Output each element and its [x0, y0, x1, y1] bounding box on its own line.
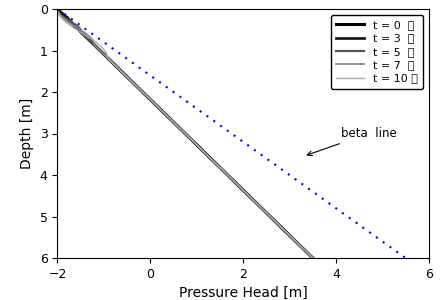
Text: beta  line: beta line [307, 127, 396, 156]
t = 3  일 [230, 178, 236, 182]
Line: t = 5  일: t = 5 일 [57, 9, 313, 258]
t = 10 일 [259, 206, 264, 209]
t = 7  일 [84, 33, 90, 36]
t = 3  일 [167, 117, 172, 121]
t = 7  일 [167, 117, 172, 121]
t = 3  일 [158, 108, 164, 112]
t = 5  일 [259, 206, 264, 209]
Legend: t = 0  일, t = 3  일, t = 5  일, t = 7  일, t = 10 일: t = 0 일, t = 3 일, t = 5 일, t = 7 일, t = … [331, 15, 423, 89]
t = 10 일 [230, 178, 236, 182]
t = 0  일 [310, 256, 316, 260]
t = 5  일 [55, 7, 60, 11]
Line: t = 7  일: t = 7 일 [57, 9, 313, 258]
t = 3  일 [254, 201, 259, 205]
t = 3  일 [55, 7, 60, 11]
t = 0  일 [230, 178, 236, 182]
t = 5  일 [158, 108, 164, 112]
Line: t = 3  일: t = 3 일 [57, 9, 313, 258]
t = 7  일 [55, 7, 60, 11]
t = 10 일 [254, 201, 259, 205]
t = 0  일 [259, 206, 264, 209]
t = 10 일 [81, 33, 87, 36]
t = 5  일 [254, 201, 259, 205]
t = 10 일 [167, 117, 172, 121]
t = 10 일 [55, 7, 60, 11]
t = 0  일 [158, 108, 164, 112]
Line: t = 0  일: t = 0 일 [57, 9, 313, 258]
t = 5  일 [230, 178, 236, 182]
t = 5  일 [167, 117, 172, 121]
t = 5  일 [310, 256, 316, 260]
t = 0  일 [254, 201, 259, 205]
Y-axis label: Depth [m]: Depth [m] [20, 98, 34, 169]
t = 5  일 [81, 33, 86, 36]
t = 7  일 [259, 206, 264, 209]
t = 10 일 [310, 256, 316, 260]
Line: t = 10 일: t = 10 일 [57, 9, 313, 258]
t = 7  일 [254, 201, 259, 205]
t = 0  일 [167, 117, 172, 121]
t = 10 일 [158, 108, 164, 112]
t = 7  일 [158, 108, 164, 112]
t = 3  일 [259, 206, 264, 209]
t = 7  일 [310, 256, 316, 260]
X-axis label: Pressure Head [m]: Pressure Head [m] [179, 286, 308, 300]
t = 3  일 [310, 256, 316, 260]
t = 0  일 [55, 7, 60, 11]
t = 7  일 [230, 178, 236, 182]
t = 0  일 [81, 33, 86, 36]
t = 3  일 [81, 33, 86, 36]
